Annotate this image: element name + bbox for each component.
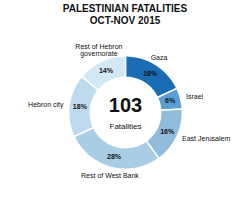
html-text:PALESTINIAN FATALITIES: PALESTINIAN FATALITIES [62, 3, 188, 14]
svg-text:103: 103 [109, 94, 142, 116]
svg-text:Israel: Israel [186, 93, 204, 100]
svg-text:Rest of Hebrongovernorate: Rest of Hebrongovernorate [75, 43, 122, 58]
svg-text:18%: 18% [73, 103, 88, 110]
svg-text:Rest of West Bank: Rest of West Bank [81, 172, 139, 179]
svg-text:18%: 18% [143, 70, 158, 77]
svg-text:Fatalities: Fatalities [109, 122, 141, 131]
svg-text:East Jerusalem: East Jerusalem [182, 135, 230, 142]
svg-text:14%: 14% [99, 67, 114, 74]
svg-text:6%: 6% [165, 97, 176, 104]
svg-text:Gaza: Gaza [151, 54, 168, 61]
svg-text:Hebron city: Hebron city [28, 101, 64, 109]
html-text:OCT-NOV 2015: OCT-NOV 2015 [89, 15, 161, 26]
svg-text:16%: 16% [160, 128, 175, 135]
svg-text:28%: 28% [107, 153, 122, 160]
